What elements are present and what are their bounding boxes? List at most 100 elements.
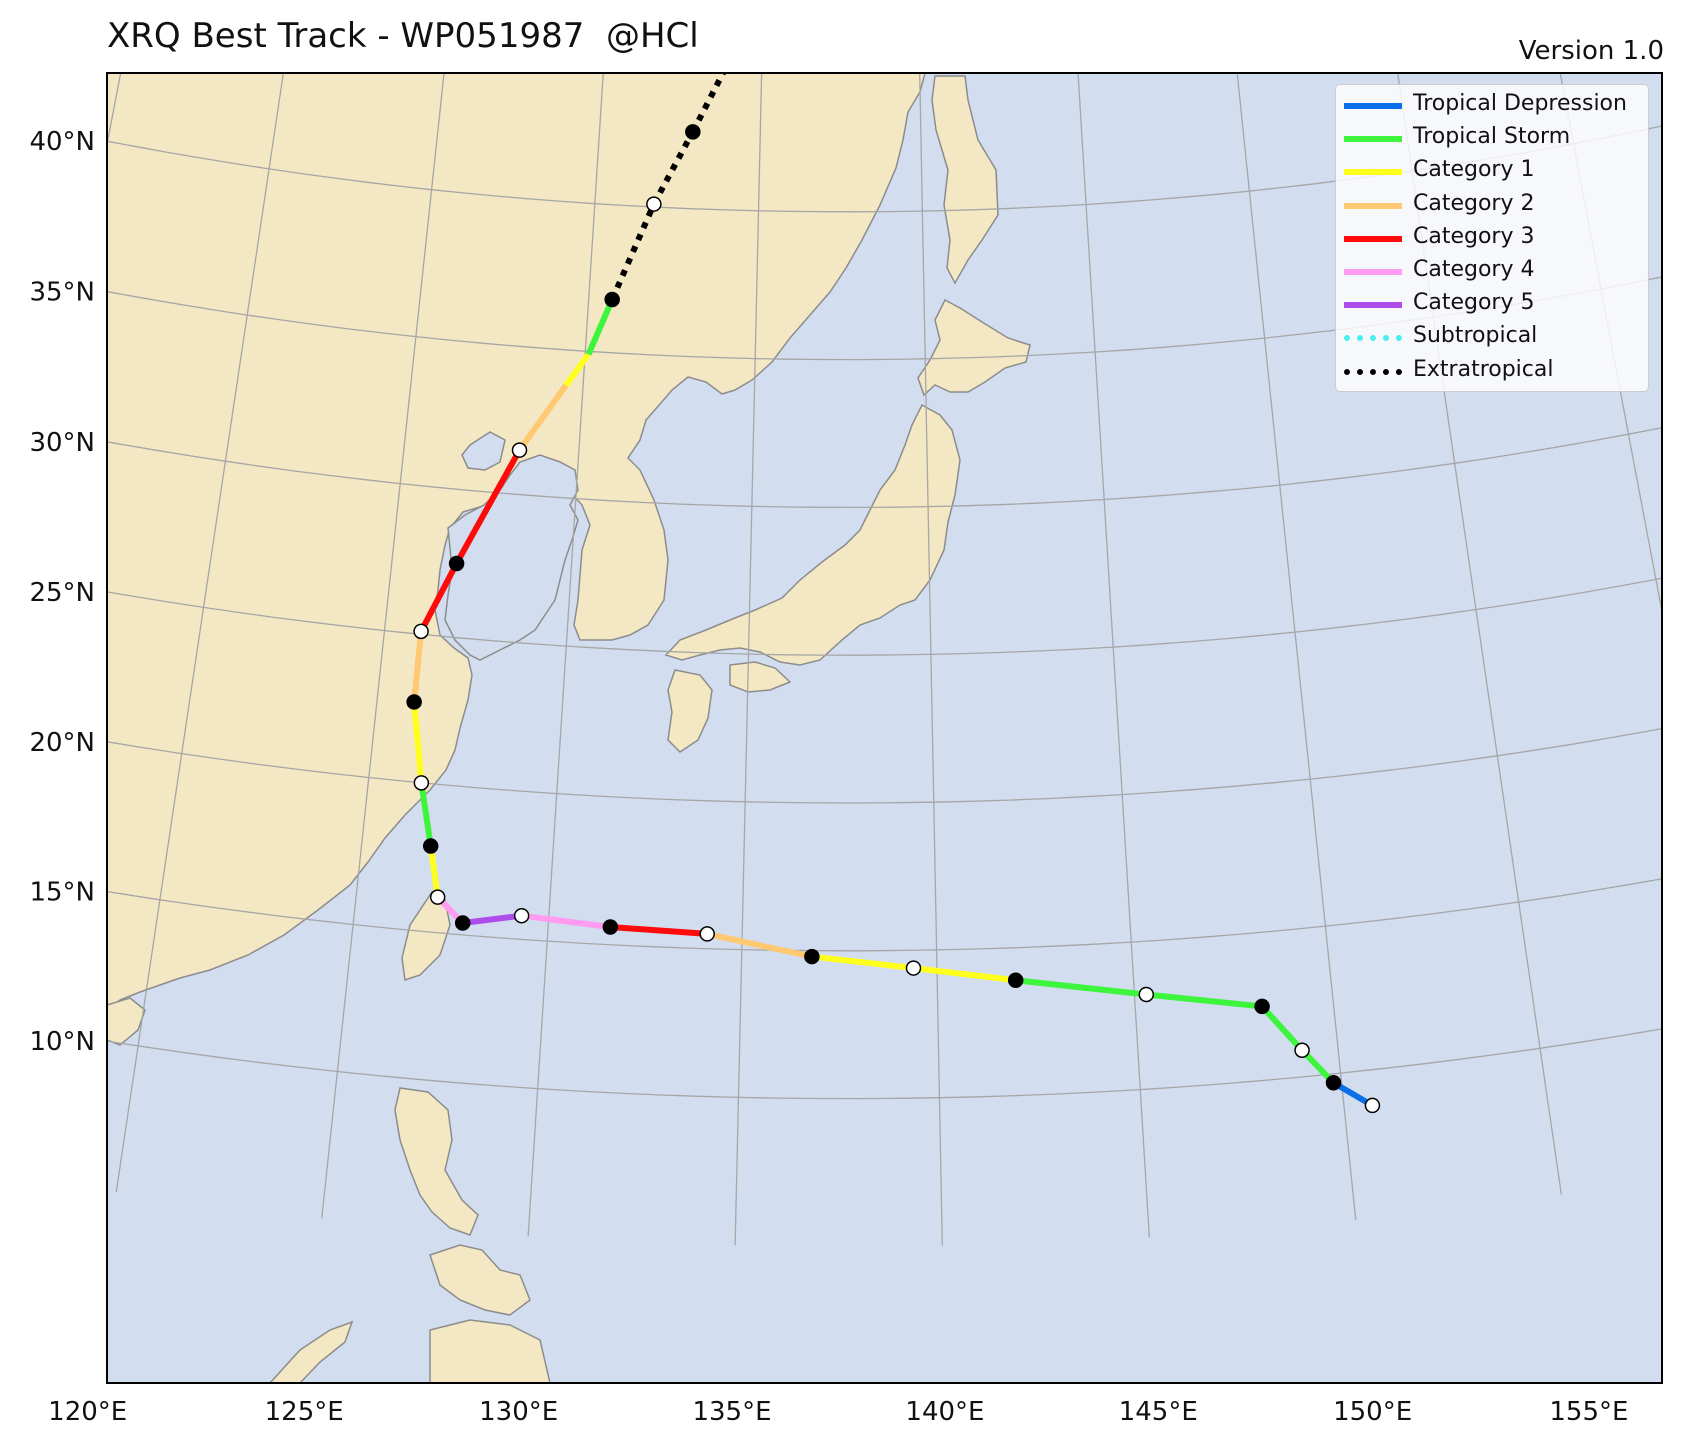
hokkaido [917,298,1031,397]
parallel-30 [107,427,1662,509]
legend-label: Category 4 [1413,257,1535,282]
lat-tick-label: 30°N [29,428,95,458]
meridian-155 [1397,73,1563,1195]
legend-item: Tropical Depression [1336,91,1648,119]
lon-tick-label: 130°E [479,1397,558,1427]
track-segment [521,912,611,930]
lat-tick-label: 45°N [29,0,95,7]
parallel-25 [107,577,1662,656]
meridian-160 [1559,73,1662,616]
track-segment [418,562,460,633]
legend-label: Category 2 [1413,190,1535,216]
longitude-labels: 115°E120°E125°E130°E135°E140°E145°E150°E… [48,1397,1628,1427]
track-segment [462,912,523,927]
track-point-filled [804,948,820,965]
parallel-20 [107,727,1662,804]
asia-mainland [107,73,926,1011]
track-segment [706,930,813,960]
track-point-filled [448,555,465,572]
lon-tick-label: 155°E [1549,1397,1628,1427]
legend-label: Extratropical [1413,356,1554,382]
lon-tick-label: 140°E [905,1397,984,1427]
track-segment [1145,991,1263,1010]
track-segment [609,202,657,301]
track-point-filled [454,915,471,931]
legend-swatch [1344,103,1402,109]
legend-label: Tropical Storm [1413,124,1571,150]
track-point-filled [685,124,701,140]
meridian-135 [734,73,763,1246]
legend-label: Category 1 [1413,157,1535,183]
legend-label: Subtropical [1413,323,1538,349]
hainan [107,997,146,1046]
track-point-open [699,926,715,942]
meridian-140 [919,73,943,1246]
legend: Tropical Depression Tropical Storm Categor… [1335,84,1649,392]
meridian-110 [0,0,49,1114]
lat-tick-label: 25°N [29,578,95,608]
palawan [268,1320,354,1383]
track-point-filled [1007,972,1024,989]
meridian-130 [527,73,604,1237]
lon-tick-label: 145°E [1119,1397,1198,1427]
meridian-125 [321,73,445,1219]
track-segment [411,701,425,784]
track-segment [418,782,434,847]
kyushu [667,669,713,753]
honshu [664,403,961,666]
track-point-filled [750,3,764,17]
track-segment [1015,977,1147,998]
track-segment [453,448,523,565]
legend-swatch [1344,202,1402,209]
parallel-10 [107,1028,1662,1100]
track-point-filled [1254,998,1270,1015]
track-segment [411,631,425,703]
land-areas [107,73,1031,1383]
track-point-open [513,907,530,924]
meridian-120 [115,73,285,1193]
lat-tick-label: 20°N [29,728,95,758]
track-segment [427,845,441,898]
track-point-open [905,960,922,976]
track-segment [517,383,569,452]
legend-swatch [1344,235,1402,242]
parallel-15 [107,878,1662,952]
track-point-open [429,889,446,905]
track-point-filled [406,694,422,710]
chart-title: XRQ Best Track - WP051987 @HCl [107,16,699,56]
legend-item: Category 2 [1336,191,1648,219]
mindanao [429,1319,551,1383]
lon-tick-label: 120°E [48,1397,127,1427]
storm-track [411,10,1374,1109]
track-markers [406,3,1381,1114]
version-label: Version 1.0 [1518,36,1664,66]
legend-swatch [1344,335,1402,342]
lon-tick-label: 135°E [692,1397,771,1427]
track-point-open [1364,1097,1381,1114]
lat-tick-label: 15°N [29,878,95,908]
legend-swatch [1344,302,1402,309]
meridian-150 [1236,73,1357,1221]
track-point-filled [422,838,439,854]
legend-swatch [1344,136,1402,143]
sakhalin [931,75,999,285]
track-segment [811,953,914,972]
yellow-sea [444,431,579,661]
lon-tick-label: 150°E [1333,1397,1412,1427]
legend-item: Extratropical [1336,357,1648,385]
legend-swatch [1344,169,1402,176]
legend-label: Category 3 [1413,223,1535,249]
map-frame [106,72,1663,1384]
legend-label: Category 5 [1413,290,1535,316]
legend-item: Subtropical [1336,323,1648,351]
lat-tick-label: 35°N [29,278,95,308]
legend-item: Category 3 [1336,224,1648,252]
track-point-open [1138,986,1155,1003]
shikoku [729,661,792,693]
track-segment [727,10,757,65]
legend-item: Category 4 [1336,257,1648,285]
lat-tick-label: 40°N [29,127,95,157]
legend-swatch [1344,368,1402,375]
track-point-filled [602,919,619,935]
track-point-filled [1325,1075,1342,1091]
